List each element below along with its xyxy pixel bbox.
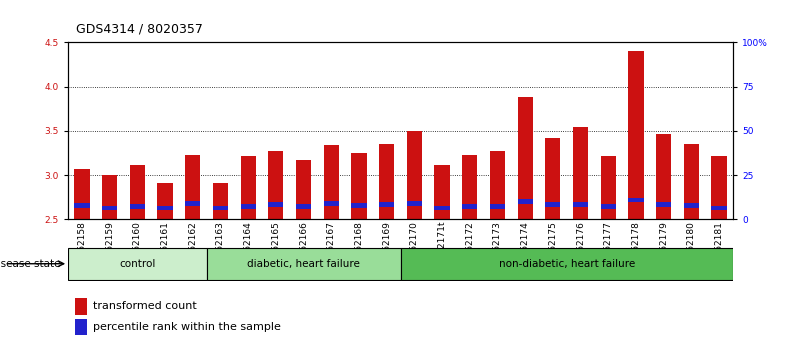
Bar	[102, 175, 117, 219]
Bar	[462, 204, 477, 209]
Bar	[711, 206, 727, 210]
Bar	[400, 248, 733, 280]
Text: diabetic, heart failure: diabetic, heart failure	[247, 259, 360, 269]
Bar	[656, 133, 671, 219]
Bar	[628, 198, 643, 202]
Text: transformed count: transformed count	[94, 302, 197, 312]
Bar	[240, 204, 256, 209]
Bar	[407, 131, 422, 219]
Bar	[324, 145, 339, 219]
Bar	[628, 51, 643, 219]
Bar	[74, 298, 87, 314]
Bar	[130, 204, 145, 209]
Bar	[573, 127, 588, 219]
Bar	[158, 183, 173, 219]
Bar	[268, 202, 284, 207]
Bar	[352, 153, 367, 219]
Bar	[130, 165, 145, 219]
Bar	[490, 204, 505, 209]
Bar	[407, 201, 422, 206]
Text: non-diabetic, heart failure: non-diabetic, heart failure	[498, 259, 635, 269]
Bar	[74, 169, 90, 219]
Bar	[207, 248, 400, 280]
Bar	[462, 155, 477, 219]
Bar	[74, 203, 90, 208]
Bar	[185, 201, 200, 206]
Bar	[656, 202, 671, 207]
Text: percentile rank within the sample: percentile rank within the sample	[94, 322, 281, 332]
Bar	[213, 206, 228, 210]
Bar	[74, 319, 87, 335]
Bar	[68, 248, 207, 280]
Bar	[240, 156, 256, 219]
Bar	[158, 206, 173, 210]
Bar	[324, 201, 339, 206]
Bar	[684, 203, 699, 208]
Bar	[434, 206, 449, 210]
Bar	[545, 202, 561, 207]
Bar	[268, 152, 284, 219]
Bar	[490, 152, 505, 219]
Bar	[517, 97, 533, 219]
Bar	[601, 156, 616, 219]
Text: GDS4314 / 8020357: GDS4314 / 8020357	[76, 22, 203, 35]
Bar	[434, 166, 449, 219]
Bar	[213, 183, 228, 219]
Bar	[711, 156, 727, 219]
Bar	[352, 203, 367, 208]
Bar	[545, 138, 561, 219]
Bar	[379, 202, 394, 207]
Bar	[296, 204, 311, 209]
Bar	[517, 199, 533, 204]
Bar	[296, 160, 311, 219]
Bar	[601, 204, 616, 209]
Bar	[185, 155, 200, 219]
Text: disease state: disease state	[0, 259, 64, 269]
Bar	[102, 206, 117, 210]
Bar	[573, 202, 588, 207]
Text: control: control	[119, 259, 155, 269]
Bar	[684, 144, 699, 219]
Bar	[379, 144, 394, 219]
